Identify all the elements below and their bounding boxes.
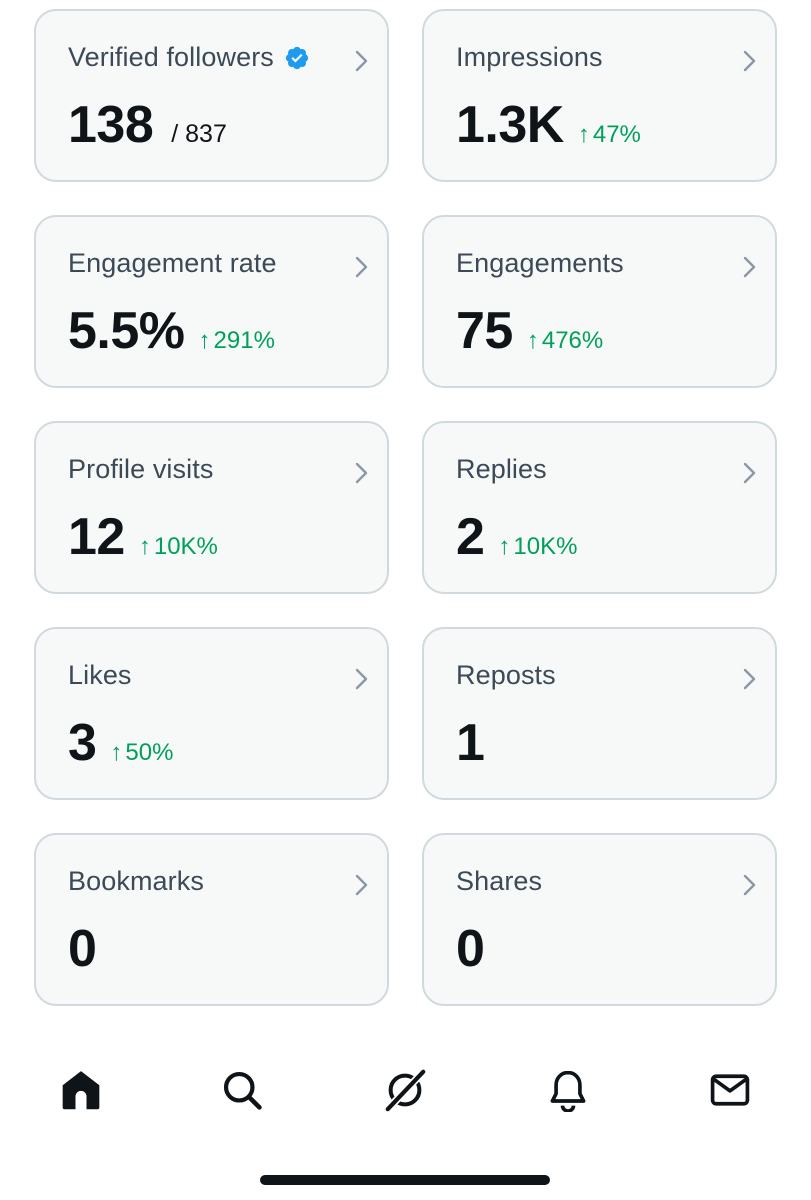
grok-icon [383, 1067, 428, 1113]
metric-label: Bookmarks [68, 866, 204, 896]
metric-delta: ↑ 10K% [139, 533, 218, 561]
tab-notifications[interactable] [538, 1060, 598, 1120]
tab-grok[interactable] [375, 1060, 435, 1120]
metric-label-row: Impressions [456, 42, 603, 73]
metric-label: Verified followers [68, 42, 274, 72]
metric-value: 138 [68, 96, 154, 154]
metric-delta: ↑ 476% [527, 327, 603, 355]
metric-label: Engagement rate [68, 248, 277, 278]
arrow-up-icon: ↑ [138, 533, 151, 560]
metric-card-bookmarks[interactable]: Bookmarks 0 [34, 833, 389, 1006]
metric-delta: ↑ 10K% [498, 533, 577, 561]
metric-delta-value: 50% [125, 739, 174, 766]
metric-card-profile-visits[interactable]: Profile visits 12 ↑ 10K% [34, 421, 389, 594]
metric-value: 0 [456, 920, 485, 978]
metric-value-row: 138 / 837 [68, 95, 227, 155]
metric-delta-value: 10K% [513, 533, 578, 560]
metric-value-row: 0 [68, 919, 97, 979]
metric-value-row: 1.3K ↑ 47% [456, 95, 641, 155]
metric-value-row: 2 ↑ 10K% [456, 507, 577, 567]
metric-value-row: 75 ↑ 476% [456, 301, 603, 361]
chevron-right-icon [355, 668, 368, 690]
metric-label-row: Engagements [456, 248, 624, 279]
metric-total: / 837 [171, 120, 227, 148]
metric-label-row: Shares [456, 866, 542, 897]
metric-delta: ↑ 50% [110, 739, 173, 767]
metric-label-row: Likes [68, 660, 132, 691]
metric-label: Impressions [456, 42, 603, 72]
search-icon [223, 1071, 262, 1110]
metric-delta-value: 476% [541, 327, 604, 354]
metric-label-row: Profile visits [68, 454, 213, 485]
metric-label: Replies [456, 454, 547, 484]
metric-value: 0 [68, 920, 97, 978]
metrics-grid: Verified followers 138 / 837 Impressions… [34, 9, 777, 1006]
metric-value: 5.5% [68, 302, 185, 360]
home-icon [62, 1071, 100, 1110]
metric-card-likes[interactable]: Likes 3 ↑ 50% [34, 627, 389, 800]
verified-badge-icon [285, 46, 309, 69]
metric-label: Profile visits [68, 454, 214, 484]
arrow-up-icon: ↑ [110, 739, 123, 766]
metric-card-verified-followers[interactable]: Verified followers 138 / 837 [34, 9, 389, 182]
metric-value: 2 [456, 508, 485, 566]
chevron-right-icon [743, 50, 756, 72]
chevron-right-icon [743, 256, 756, 278]
metric-label-row: Reposts [456, 660, 556, 691]
arrow-up-icon: ↑ [577, 121, 590, 148]
mail-icon [710, 1074, 750, 1106]
chevron-right-icon [743, 874, 756, 896]
metric-label-row: Bookmarks [68, 866, 204, 897]
metric-label-row: Engagement rate [68, 248, 277, 279]
metric-card-replies[interactable]: Replies 2 ↑ 10K% [422, 421, 777, 594]
chevron-right-icon [355, 874, 368, 896]
chevron-right-icon [355, 256, 368, 278]
home-indicator[interactable] [260, 1175, 550, 1185]
metric-label: Likes [68, 660, 132, 690]
bottom-tab-bar [0, 1050, 811, 1120]
bell-icon [550, 1070, 586, 1112]
chevron-right-icon [355, 50, 368, 72]
metric-value-row: 3 ↑ 50% [68, 713, 173, 773]
metric-value: 3 [68, 714, 97, 772]
metric-delta: ↑ 47% [578, 121, 641, 149]
metric-label-row: Replies [456, 454, 547, 485]
tab-messages[interactable] [700, 1060, 760, 1120]
metric-value: 12 [68, 508, 125, 566]
metric-value-row: 5.5% ↑ 291% [68, 301, 275, 361]
arrow-up-icon: ↑ [498, 533, 511, 560]
metric-delta: ↑ 291% [199, 327, 275, 355]
arrow-up-icon: ↑ [198, 327, 211, 354]
metric-value-row: 0 [456, 919, 485, 979]
metric-value: 1 [456, 714, 485, 772]
metric-value: 75 [456, 302, 513, 360]
metric-card-engagements[interactable]: Engagements 75 ↑ 476% [422, 215, 777, 388]
metric-card-reposts[interactable]: Reposts 1 [422, 627, 777, 800]
metric-delta-value: 10K% [153, 533, 218, 560]
metric-card-impressions[interactable]: Impressions 1.3K ↑ 47% [422, 9, 777, 182]
metric-label: Reposts [456, 660, 556, 690]
metric-label-row: Verified followers [68, 42, 310, 73]
metric-label: Shares [456, 866, 543, 896]
chevron-right-icon [743, 668, 756, 690]
chevron-right-icon [743, 462, 756, 484]
metric-value-row: 1 [456, 713, 485, 773]
metric-delta-value: 47% [592, 121, 641, 148]
metric-label: Engagements [456, 248, 624, 278]
metric-card-shares[interactable]: Shares 0 [422, 833, 777, 1006]
tab-search[interactable] [212, 1060, 272, 1120]
tab-home[interactable] [51, 1060, 111, 1120]
arrow-up-icon: ↑ [526, 327, 539, 354]
metric-card-engagement-rate[interactable]: Engagement rate 5.5% ↑ 291% [34, 215, 389, 388]
chevron-right-icon [355, 462, 368, 484]
metric-delta-value: 291% [213, 327, 275, 354]
metric-value: 1.3K [456, 96, 564, 154]
metric-value-row: 12 ↑ 10K% [68, 507, 218, 567]
